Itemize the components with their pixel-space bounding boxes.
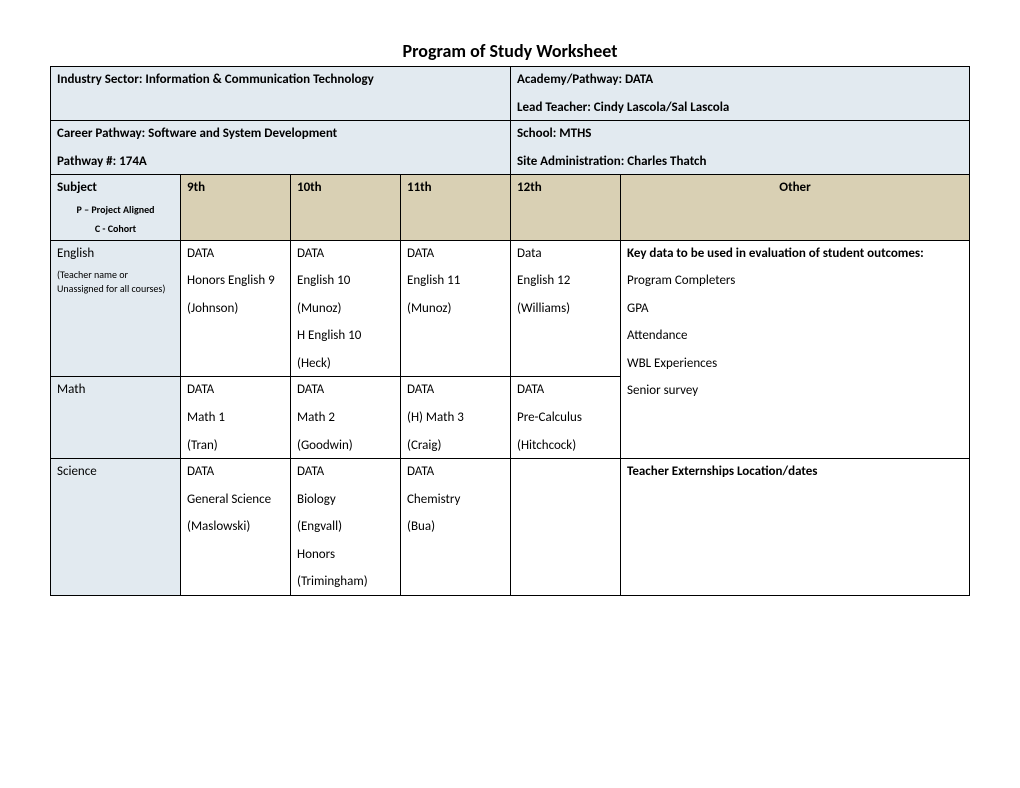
industry-sector: Industry Sector: Information & Communica… xyxy=(57,71,504,89)
cell-line: DATA xyxy=(297,463,394,481)
cell-line: (Engvall) xyxy=(297,518,394,536)
legend-project: P – Project Aligned xyxy=(57,203,174,217)
cell-line: Math 1 xyxy=(187,409,284,427)
table-row: Science DATA General Science (Maslowski)… xyxy=(51,459,970,596)
cell-line: (Goodwin) xyxy=(297,437,394,455)
science-10th: DATA Biology (Engvall) Honors (Trimingha… xyxy=(291,459,401,596)
worksheet-table: Industry Sector: Information & Communica… xyxy=(50,66,970,596)
academy-lead-cell: Academy/Pathway: DATA Lead Teacher: Cind… xyxy=(511,67,970,121)
subject-science: Science xyxy=(51,459,181,596)
cell-line: (Hitchcock) xyxy=(517,437,614,455)
cell-line: Biology xyxy=(297,491,394,509)
english-10th: DATA English 10 (Munoz) H English 10 (He… xyxy=(291,240,401,377)
english-9th: DATA Honors English 9 (Johnson) xyxy=(181,240,291,377)
cell-line: (Maslowski) xyxy=(187,518,284,536)
cell-line: (Trimingham) xyxy=(297,573,394,591)
col-other: Other xyxy=(621,175,970,241)
math-9th: DATA Math 1 (Tran) xyxy=(181,377,291,459)
cell-line: Pre-Calculus xyxy=(517,409,614,427)
col-10th: 10th xyxy=(291,175,401,241)
cell-line: Honors English 9 xyxy=(187,272,284,290)
english-11th: DATA English 11 (Munoz) xyxy=(401,240,511,377)
cell-line: (Williams) xyxy=(517,300,614,318)
cell-line: (Bua) xyxy=(407,518,504,536)
site-admin: Site Administration: Charles Thatch xyxy=(517,153,963,171)
science-9th: DATA General Science (Maslowski) xyxy=(181,459,291,596)
cell-line: DATA xyxy=(517,381,614,399)
cell-line: DATA xyxy=(187,245,284,263)
academy-pathway: Academy/Pathway: DATA xyxy=(517,71,963,89)
cell-line: (H) Math 3 xyxy=(407,409,504,427)
other-line: Senior survey xyxy=(627,382,963,400)
cell-line: Honors xyxy=(297,546,394,564)
science-11th: DATA Chemistry (Bua) xyxy=(401,459,511,596)
cell-line: General Science xyxy=(187,491,284,509)
other-title: Key data to be used in evaluation of stu… xyxy=(627,245,963,263)
col-subject-label: Subject xyxy=(57,179,174,197)
cell-line: (Johnson) xyxy=(187,300,284,318)
other-line: GPA xyxy=(627,300,963,318)
col-subject: Subject P – Project Aligned C - Cohort xyxy=(51,175,181,241)
other-externships: Teacher Externships Location/dates xyxy=(621,459,970,596)
subject-note: (Teacher name or Unassigned for all cour… xyxy=(57,268,174,295)
cell-line: DATA xyxy=(407,463,504,481)
table-row: English (Teacher name or Unassigned for … xyxy=(51,240,970,377)
english-12th: Data English 12 (Williams) xyxy=(511,240,621,377)
subject-english: English (Teacher name or Unassigned for … xyxy=(51,240,181,377)
other-line: WBL Experiences xyxy=(627,355,963,373)
cell-line: English 11 xyxy=(407,272,504,290)
cell-line: (Tran) xyxy=(187,437,284,455)
subject-label: English xyxy=(57,245,174,263)
math-10th: DATA Math 2 (Goodwin) xyxy=(291,377,401,459)
math-12th: DATA Pre-Calculus (Hitchcock) xyxy=(511,377,621,459)
cell-line: DATA xyxy=(187,381,284,399)
cell-line: DATA xyxy=(297,381,394,399)
cell-line: Chemistry xyxy=(407,491,504,509)
lead-teacher: Lead Teacher: Cindy Lascola/Sal Lascola xyxy=(517,99,963,117)
subject-math: Math xyxy=(51,377,181,459)
legend-cohort: C - Cohort xyxy=(57,222,174,236)
col-12th: 12th xyxy=(511,175,621,241)
cell-line: English 12 xyxy=(517,272,614,290)
other-line: Attendance xyxy=(627,327,963,345)
career-pathway-cell: Career Pathway: Software and System Deve… xyxy=(51,121,511,175)
pathway-num: Pathway #: 174A xyxy=(57,153,504,171)
cell-line: DATA xyxy=(297,245,394,263)
science-12th xyxy=(511,459,621,596)
cell-line: (Munoz) xyxy=(297,300,394,318)
cell-line: English 10 xyxy=(297,272,394,290)
cell-line: Math 2 xyxy=(297,409,394,427)
other-key-data: Key data to be used in evaluation of stu… xyxy=(621,240,970,458)
cell-line: DATA xyxy=(407,245,504,263)
cell-line: (Craig) xyxy=(407,437,504,455)
cell-line: (Heck) xyxy=(297,355,394,373)
cell-line: DATA xyxy=(407,381,504,399)
other-externships-title: Teacher Externships Location/dates xyxy=(627,463,963,481)
cell-line: H English 10 xyxy=(297,327,394,345)
school: School: MTHS xyxy=(517,125,963,143)
page-title: Program of Study Worksheet xyxy=(50,40,970,62)
math-11th: DATA (H) Math 3 (Craig) xyxy=(401,377,511,459)
other-line: Program Completers xyxy=(627,272,963,290)
school-admin-cell: School: MTHS Site Administration: Charle… xyxy=(511,121,970,175)
industry-sector-cell: Industry Sector: Information & Communica… xyxy=(51,67,511,121)
col-11th: 11th xyxy=(401,175,511,241)
col-9th: 9th xyxy=(181,175,291,241)
career-pathway: Career Pathway: Software and System Deve… xyxy=(57,125,504,143)
cell-line: DATA xyxy=(187,463,284,481)
cell-line: Data xyxy=(517,245,614,263)
cell-line: (Munoz) xyxy=(407,300,504,318)
